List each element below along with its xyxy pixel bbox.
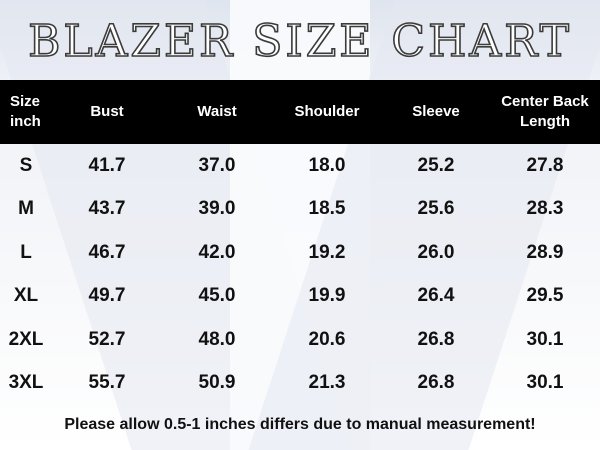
header-size-unit: inch bbox=[10, 113, 41, 130]
waist-cell: 39.0 bbox=[198, 198, 236, 220]
size-cell: 2XL bbox=[0, 318, 52, 362]
bust-cell: 55.7 bbox=[88, 372, 126, 394]
header-length: Center Back Length bbox=[490, 80, 600, 144]
size-cell: XL bbox=[0, 275, 52, 319]
size-label: S bbox=[19, 154, 33, 176]
chart-title: BLAZER SIZE CHART bbox=[27, 15, 572, 68]
shoulder-cell: 18.0 bbox=[308, 154, 346, 176]
size-cell: M bbox=[0, 188, 52, 232]
size-cell: 3XL bbox=[0, 362, 52, 406]
bust-cell: 41.7 bbox=[88, 154, 126, 176]
waist-cell: 50.9 bbox=[198, 372, 236, 394]
header-waist: Waist bbox=[197, 103, 237, 120]
bust-cell: 43.7 bbox=[88, 198, 126, 220]
bust-cell: 49.7 bbox=[88, 285, 126, 307]
sleeve-cell: 26.4 bbox=[417, 285, 455, 307]
table-header: Size inch Bust Waist Shoulder Sleeve Cen… bbox=[0, 80, 600, 144]
shoulder-cell: 18.5 bbox=[308, 198, 346, 220]
length-cell: 28.3 bbox=[526, 198, 564, 220]
bust-cell: 46.7 bbox=[88, 241, 126, 263]
length-cell: 30.1 bbox=[526, 328, 564, 350]
waist-cell: 42.0 bbox=[198, 241, 236, 263]
waist-cell: 45.0 bbox=[198, 285, 236, 307]
measurement-note: Please allow 0.5-1 inches differs due to… bbox=[64, 416, 536, 433]
size-cell: S bbox=[0, 144, 52, 188]
size-label: L bbox=[20, 241, 32, 263]
length-cell: 27.8 bbox=[526, 154, 564, 176]
header-row: Size inch Bust Waist Shoulder Sleeve Cen… bbox=[0, 80, 600, 144]
sleeve-cell: 25.6 bbox=[417, 198, 455, 220]
sleeve-cell: 26.0 bbox=[417, 241, 455, 263]
sleeve-cell: 26.8 bbox=[417, 372, 455, 394]
shoulder-cell: 21.3 bbox=[308, 372, 346, 394]
shoulder-cell: 19.2 bbox=[308, 241, 346, 263]
shoulder-cell: 20.6 bbox=[308, 328, 346, 350]
length-cell: 30.1 bbox=[526, 372, 564, 394]
size-label: XL bbox=[13, 285, 39, 307]
table-row: S 41.7 37.0 18.0 25.2 27.8 bbox=[0, 144, 600, 188]
length-cell: 28.9 bbox=[526, 241, 564, 263]
table-row: M 43.7 39.0 18.5 25.6 28.3 bbox=[0, 188, 600, 232]
size-cell: L bbox=[0, 231, 52, 275]
length-cell: 29.5 bbox=[526, 285, 564, 307]
header-shoulder: Shoulder bbox=[294, 103, 360, 120]
header-sleeve: Sleeve bbox=[412, 103, 460, 120]
header-bust: Bust bbox=[90, 103, 124, 120]
size-label: 2XL bbox=[8, 328, 44, 350]
table-row: L 46.7 42.0 19.2 26.0 28.9 bbox=[0, 231, 600, 275]
bust-cell: 52.7 bbox=[88, 328, 126, 350]
table-row: XL 49.7 45.0 19.9 26.4 29.5 bbox=[0, 275, 600, 319]
header-length-line1: Center Back bbox=[501, 93, 589, 110]
size-chart-table: Size inch Bust Waist Shoulder Sleeve Cen… bbox=[0, 80, 600, 405]
sleeve-cell: 25.2 bbox=[417, 154, 455, 176]
header-length-line2: Length bbox=[520, 113, 570, 130]
waist-cell: 48.0 bbox=[198, 328, 236, 350]
table-row: 2XL 52.7 48.0 20.6 26.8 30.1 bbox=[0, 318, 600, 362]
shoulder-cell: 19.9 bbox=[308, 285, 346, 307]
sleeve-cell: 26.8 bbox=[417, 328, 455, 350]
waist-cell: 37.0 bbox=[198, 154, 236, 176]
header-size: Size inch bbox=[0, 80, 52, 144]
size-label: 3XL bbox=[8, 372, 44, 394]
table-row: 3XL 55.7 50.9 21.3 26.8 30.1 bbox=[0, 362, 600, 406]
header-size-label: Size bbox=[10, 93, 41, 110]
table-body: S 41.7 37.0 18.0 25.2 27.8 M 43.7 39.0 1… bbox=[0, 144, 600, 405]
size-label: M bbox=[18, 198, 34, 220]
